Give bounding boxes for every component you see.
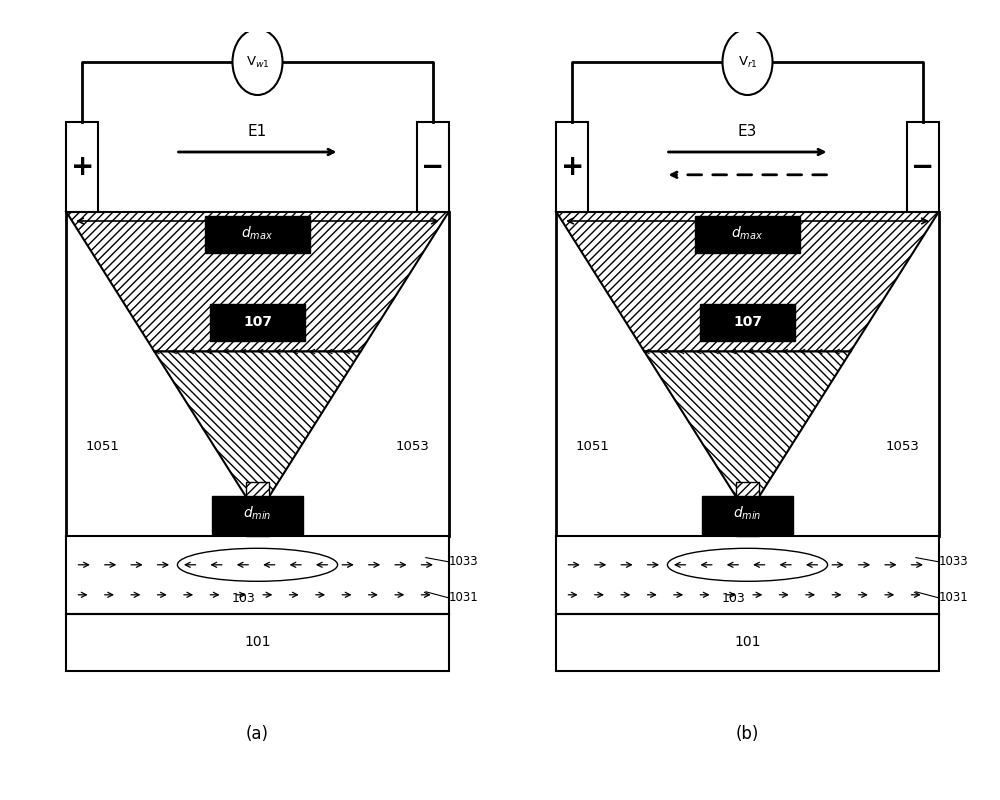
Text: 107: 107	[733, 314, 762, 329]
Text: +: +	[561, 153, 584, 181]
Polygon shape	[556, 212, 939, 351]
Text: 101: 101	[244, 635, 271, 650]
Text: +: +	[71, 153, 94, 181]
Bar	[556, 212, 939, 536]
Text: 1051: 1051	[86, 439, 120, 453]
Text: $d_{max}$: $d_{max}$	[241, 224, 274, 242]
Text: E1: E1	[248, 123, 267, 138]
Polygon shape	[154, 351, 361, 515]
FancyBboxPatch shape	[210, 304, 305, 342]
Bar	[66, 614, 449, 671]
Bar	[246, 482, 269, 536]
Bar	[417, 122, 449, 212]
Circle shape	[722, 29, 773, 95]
Bar	[907, 122, 939, 212]
Text: E3: E3	[738, 123, 757, 138]
Text: 1053: 1053	[395, 439, 429, 453]
Bar	[66, 212, 449, 536]
Text: (a): (a)	[246, 725, 269, 743]
Text: −: −	[911, 153, 934, 181]
FancyBboxPatch shape	[695, 215, 800, 253]
Circle shape	[232, 29, 283, 95]
Bar	[66, 536, 449, 614]
Bar	[66, 122, 98, 212]
Text: V$_{w1}$: V$_{w1}$	[246, 54, 269, 70]
Text: 103: 103	[232, 593, 256, 606]
Text: 1031: 1031	[939, 591, 968, 604]
Bar	[556, 122, 588, 212]
Text: $d_{min}$: $d_{min}$	[733, 505, 762, 522]
FancyBboxPatch shape	[205, 215, 310, 253]
Text: 1051: 1051	[576, 439, 610, 453]
Bar	[556, 536, 939, 614]
FancyBboxPatch shape	[702, 496, 793, 534]
Text: (b): (b)	[736, 725, 759, 743]
Text: V$_{r1}$: V$_{r1}$	[738, 54, 757, 70]
Polygon shape	[644, 351, 851, 515]
Text: $d_{min}$: $d_{min}$	[243, 505, 272, 522]
Text: −: −	[421, 153, 444, 181]
Text: 103: 103	[722, 593, 746, 606]
Text: 1031: 1031	[449, 591, 478, 604]
Text: 1033: 1033	[449, 555, 478, 568]
Text: 1053: 1053	[885, 439, 919, 453]
Polygon shape	[66, 212, 449, 351]
FancyBboxPatch shape	[700, 304, 795, 342]
Bar	[736, 482, 759, 536]
Text: $d_{max}$: $d_{max}$	[731, 224, 764, 242]
Text: 107: 107	[243, 314, 272, 329]
Text: 101: 101	[734, 635, 761, 650]
Text: 1033: 1033	[939, 555, 968, 568]
FancyBboxPatch shape	[212, 496, 303, 534]
Bar	[556, 614, 939, 671]
